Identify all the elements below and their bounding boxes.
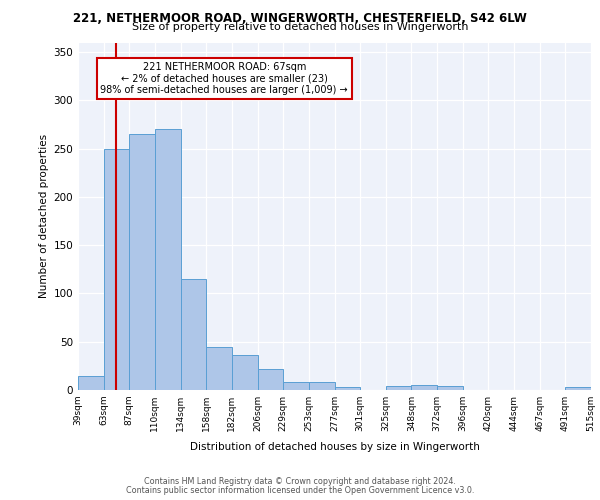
Bar [386, 386, 412, 390]
Bar [437, 386, 463, 390]
Text: 221 NETHERMOOR ROAD: 67sqm
← 2% of detached houses are smaller (23)
98% of semi-: 221 NETHERMOOR ROAD: 67sqm ← 2% of detac… [100, 62, 348, 95]
Bar [155, 130, 181, 390]
Bar [257, 369, 283, 390]
Bar [130, 134, 155, 390]
Bar [309, 382, 335, 390]
Bar [232, 355, 257, 390]
Bar [565, 387, 591, 390]
Bar [412, 385, 437, 390]
Bar [206, 346, 232, 390]
Text: Size of property relative to detached houses in Wingerworth: Size of property relative to detached ho… [132, 22, 468, 32]
Text: Contains HM Land Registry data © Crown copyright and database right 2024.: Contains HM Land Registry data © Crown c… [144, 477, 456, 486]
Bar [335, 387, 360, 390]
Bar [78, 376, 104, 390]
Bar [181, 279, 206, 390]
X-axis label: Distribution of detached houses by size in Wingerworth: Distribution of detached houses by size … [190, 442, 479, 452]
Y-axis label: Number of detached properties: Number of detached properties [39, 134, 49, 298]
Bar [283, 382, 309, 390]
Text: 221, NETHERMOOR ROAD, WINGERWORTH, CHESTERFIELD, S42 6LW: 221, NETHERMOOR ROAD, WINGERWORTH, CHEST… [73, 12, 527, 26]
Bar [104, 148, 130, 390]
Text: Contains public sector information licensed under the Open Government Licence v3: Contains public sector information licen… [126, 486, 474, 495]
